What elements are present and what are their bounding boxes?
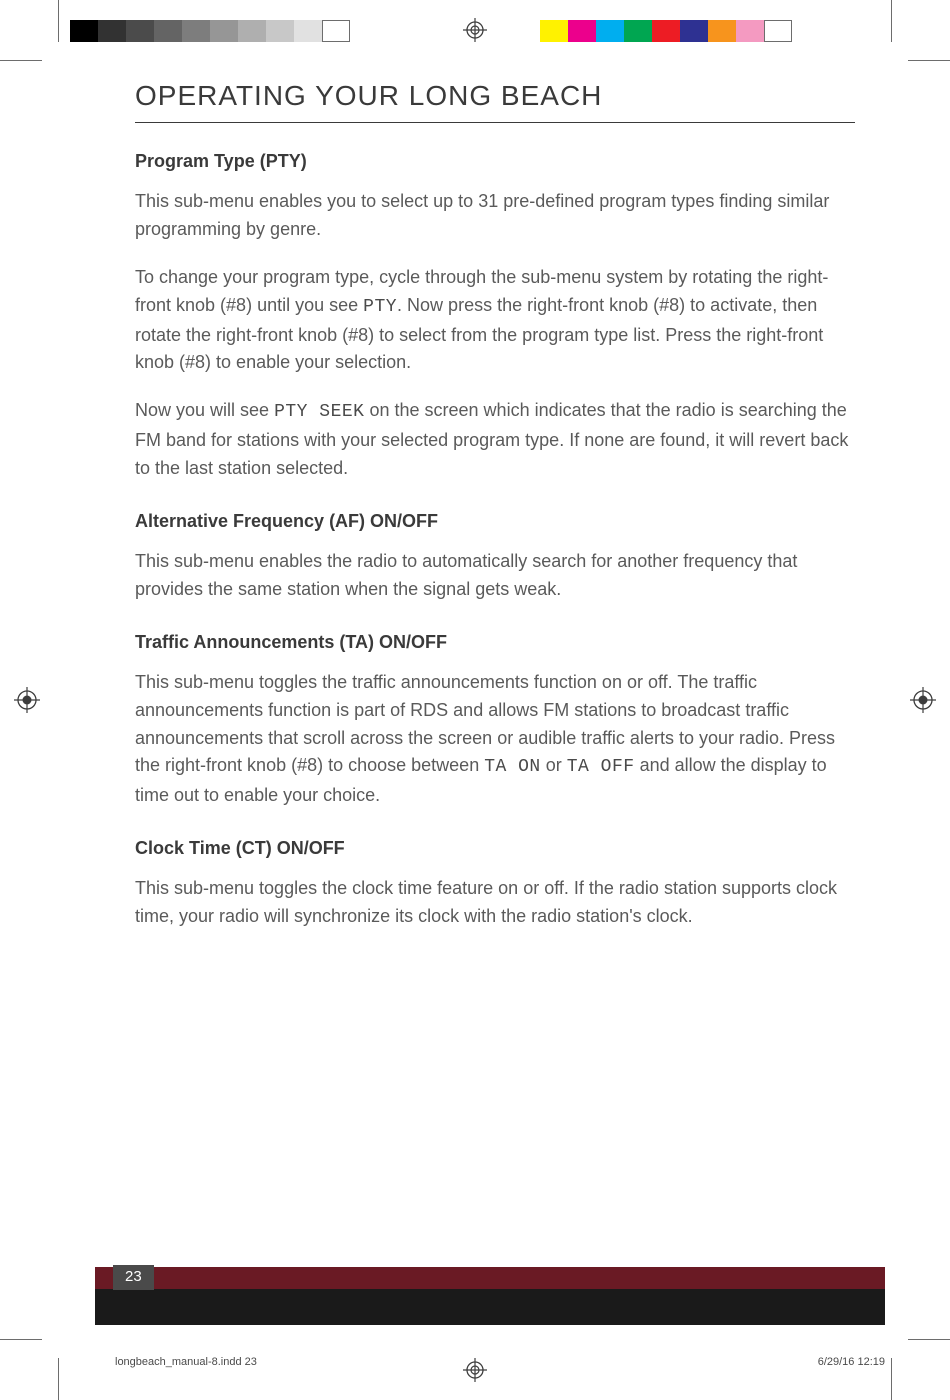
swatch — [70, 20, 98, 42]
registration-mark-icon — [463, 18, 487, 42]
crop-mark — [891, 0, 892, 42]
swatch — [238, 20, 266, 42]
grayscale-colorbar — [70, 20, 350, 42]
crop-mark — [58, 1358, 59, 1400]
swatch — [596, 20, 624, 42]
section-heading: Traffic Announcements (TA) ON/OFF — [135, 632, 855, 653]
body-paragraph: This sub-menu toggles the traffic announ… — [135, 669, 855, 810]
swatch-frame — [322, 20, 350, 42]
slug-timestamp: 6/29/16 12:19 — [818, 1356, 885, 1368]
swatch — [568, 20, 596, 42]
print-slug: longbeach_manual-8.indd 23 6/29/16 12:19 — [115, 1356, 885, 1368]
body-paragraph: Now you will see PTY SEEK on the screen … — [135, 397, 855, 483]
registration-mark-icon — [14, 687, 40, 713]
body-paragraph: To change your program type, cycle throu… — [135, 264, 855, 378]
swatch — [126, 20, 154, 42]
crop-mark — [908, 1339, 950, 1340]
body-paragraph: This sub-menu toggles the clock time fea… — [135, 875, 855, 931]
footer-band: 23 — [95, 1267, 885, 1325]
swatch — [154, 20, 182, 42]
swatch — [708, 20, 736, 42]
crop-mark — [0, 1339, 42, 1340]
footer-black-bar — [95, 1289, 885, 1325]
page-content: OPERATING YOUR LONG BEACH Program Type (… — [135, 80, 855, 951]
swatch — [736, 20, 764, 42]
crop-mark — [908, 60, 950, 61]
swatch — [182, 20, 210, 42]
swatch — [680, 20, 708, 42]
crop-mark — [58, 0, 59, 42]
crop-mark — [0, 60, 42, 61]
page-title: OPERATING YOUR LONG BEACH — [135, 80, 855, 123]
swatch — [624, 20, 652, 42]
swatch — [210, 20, 238, 42]
body-paragraph: This sub-menu enables you to select up t… — [135, 188, 855, 244]
swatch — [652, 20, 680, 42]
registration-mark-icon — [910, 687, 936, 713]
swatch — [266, 20, 294, 42]
footer-accent-bar: 23 — [95, 1267, 885, 1289]
cmyk-colorbar — [540, 20, 792, 42]
section-heading: Alternative Frequency (AF) ON/OFF — [135, 511, 855, 532]
page-number: 23 — [113, 1265, 154, 1290]
section-heading: Program Type (PTY) — [135, 151, 855, 172]
swatch — [540, 20, 568, 42]
body-paragraph: This sub-menu enables the radio to autom… — [135, 548, 855, 604]
section-heading: Clock Time (CT) ON/OFF — [135, 838, 855, 859]
crop-mark — [891, 1358, 892, 1400]
swatch-frame — [764, 20, 792, 42]
swatch — [294, 20, 322, 42]
swatch — [98, 20, 126, 42]
slug-filename: longbeach_manual-8.indd 23 — [115, 1356, 257, 1368]
